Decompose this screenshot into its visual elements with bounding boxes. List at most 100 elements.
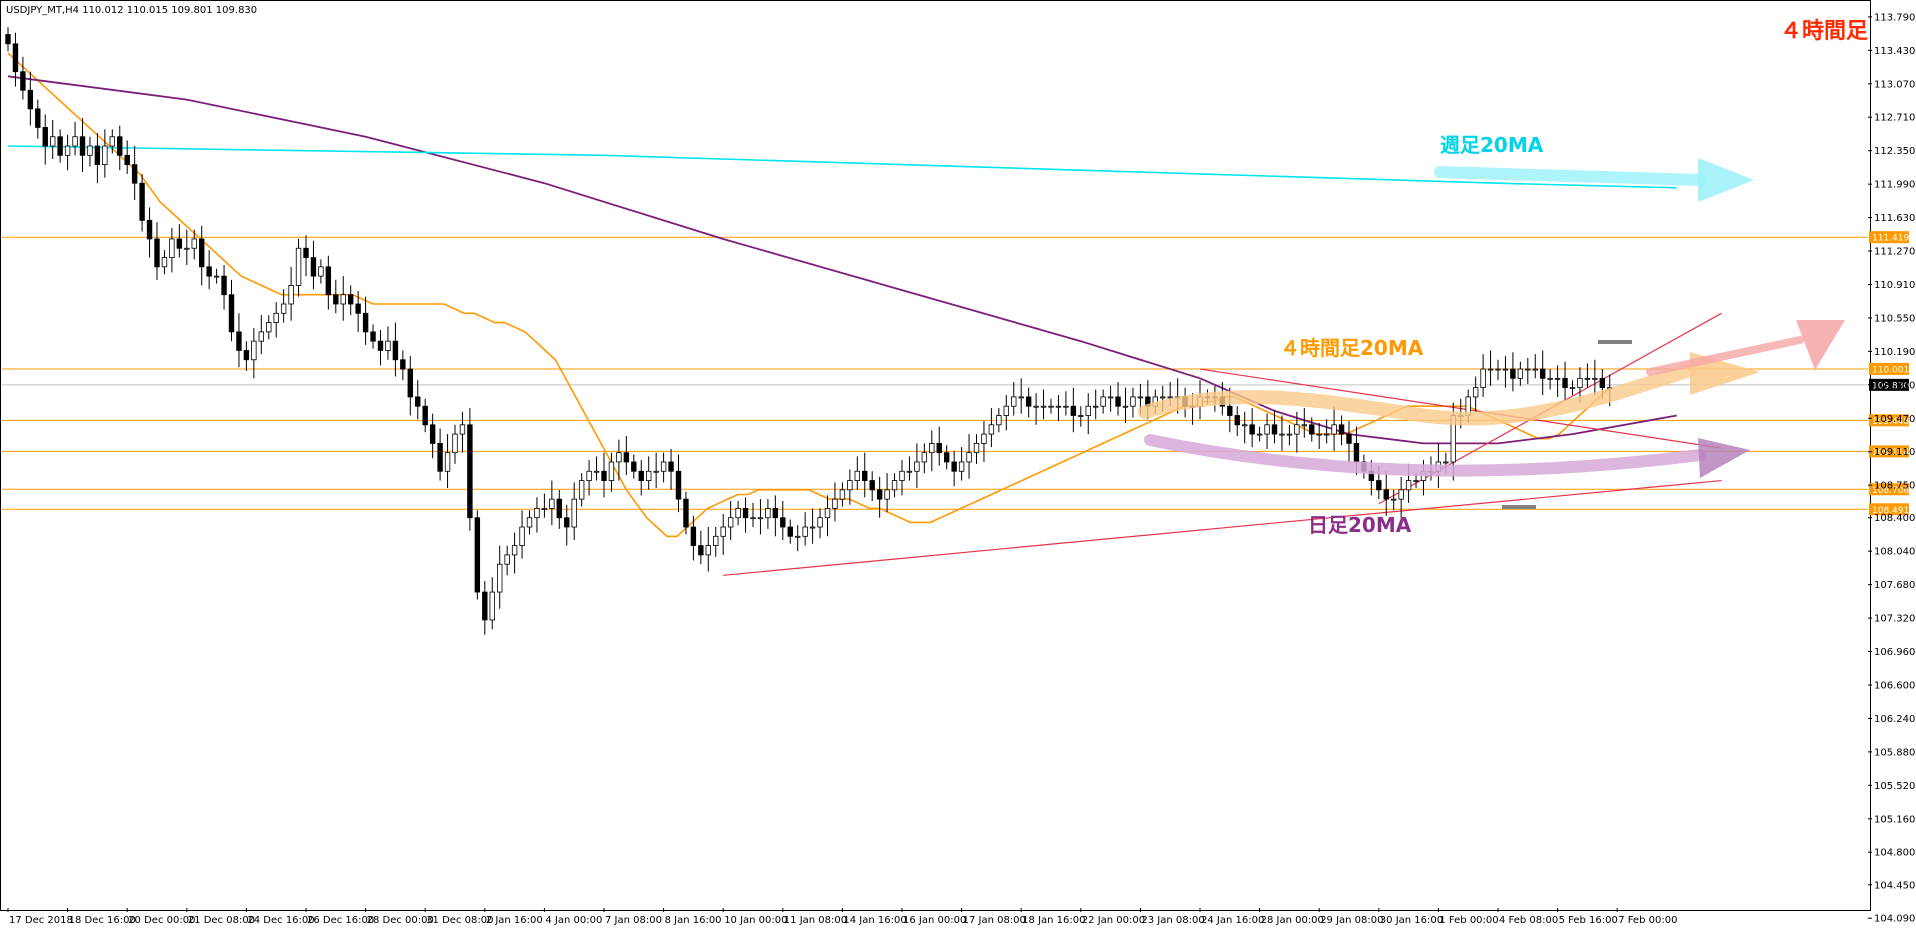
candle-body: [1547, 377, 1553, 380]
candle-body: [1391, 498, 1397, 501]
candle-body: [459, 424, 466, 435]
candle-body: [273, 312, 279, 323]
symbol-info: USDJPY_MT,H4 110.012 110.015 109.801 109…: [6, 5, 257, 16]
y-tick-label: 105.880: [1874, 747, 1915, 758]
candle-body: [1100, 396, 1106, 407]
x-tick-label: 24 Dec 16:00: [247, 915, 314, 926]
weekly-trend-arrowhead: [1698, 158, 1754, 202]
y-tick-label: 107.680: [1874, 580, 1915, 591]
candle-body: [1577, 377, 1583, 389]
y-tick-label: 112.350: [1874, 146, 1915, 157]
x-tick-label: 21 Dec 08:00: [188, 915, 255, 926]
candle-body: [1271, 424, 1278, 435]
candle-body: [415, 396, 421, 407]
candle-body: [914, 461, 920, 472]
candle-body: [921, 452, 928, 463]
candle-body: [884, 489, 890, 500]
x-tick-label: 26 Dec 16:00: [307, 915, 374, 926]
candle-body: [109, 136, 115, 147]
candle-body: [191, 238, 197, 249]
candle-body: [1115, 396, 1121, 407]
candle-body: [891, 480, 898, 491]
candle-body: [42, 127, 48, 147]
candle-body: [526, 517, 533, 528]
x-tick-label: 18 Dec 16:00: [69, 915, 136, 926]
level-tag-label: 108.491: [1872, 506, 1909, 516]
candle-body: [64, 145, 71, 156]
candle-body: [12, 43, 19, 73]
candle-body: [57, 136, 63, 156]
x-tick-label: 20 Dec 00:00: [128, 915, 195, 926]
candle-body: [377, 340, 384, 351]
candle-body: [668, 461, 674, 472]
y-tick-label: 108.750: [1874, 481, 1915, 492]
x-tick-label: 23 Jan 08:00: [1141, 915, 1204, 926]
marker-dash: [1502, 505, 1536, 509]
candle-body: [280, 303, 287, 314]
candle-body: [832, 498, 838, 509]
candle-body: [1487, 368, 1494, 371]
daily-ma-label: 日足20MA: [1308, 513, 1412, 537]
candle-body: [1003, 405, 1009, 416]
y-tick-label: 105.160: [1874, 814, 1915, 825]
level-tag-label: 108.706: [1872, 486, 1909, 496]
candle-body: [1011, 396, 1017, 407]
candle-body: [862, 470, 868, 481]
candle-body: [184, 247, 190, 250]
y-tick-label: 110.550: [1874, 313, 1915, 324]
candle-body: [347, 294, 354, 305]
candle-body: [370, 331, 376, 342]
x-tick-label: 14 Jan 16:00: [843, 915, 906, 926]
y-tick-label: 112.710: [1874, 113, 1915, 124]
x-tick-label: 28 Dec 00:00: [367, 915, 434, 926]
candle-body: [1532, 368, 1538, 371]
candle-body: [1309, 424, 1315, 435]
candle-body: [400, 359, 406, 370]
candle-body: [1137, 396, 1144, 399]
candle-body: [713, 535, 719, 546]
candle-body: [757, 517, 764, 520]
candle-body: [362, 312, 369, 333]
candle-body: [176, 238, 183, 249]
x-tick-label: 7 Feb 00:00: [1618, 915, 1677, 926]
candle-body: [1502, 368, 1509, 371]
candle-body: [742, 508, 749, 519]
candle-body: [169, 238, 175, 258]
candle-body: [139, 182, 145, 221]
candle-body: [1353, 442, 1360, 463]
candle-body: [504, 554, 510, 565]
candle-body: [228, 294, 235, 333]
candle-body: [1234, 415, 1240, 426]
candle-body: [698, 545, 704, 556]
candle-body: [1472, 387, 1479, 398]
candle-body: [623, 452, 630, 463]
level-tag: [1869, 414, 1909, 427]
weekly-trend-arrow: [1434, 166, 1706, 186]
x-tick-label: 5 Feb 16:00: [1559, 915, 1618, 926]
candle-body: [571, 498, 577, 528]
weekly-ma-label: 週足20MA: [1440, 133, 1544, 157]
candle-body: [318, 266, 324, 277]
candle-body: [1033, 405, 1039, 408]
x-tick-label: 22 Jan 00:00: [1082, 915, 1145, 926]
candle-body: [519, 526, 525, 546]
candle-body: [1510, 368, 1516, 379]
candle-body: [1443, 461, 1449, 464]
candle-body: [1562, 377, 1568, 389]
candle-body: [616, 452, 622, 463]
candle-body: [437, 442, 443, 472]
candle-body: [333, 294, 339, 305]
candle-body: [824, 508, 831, 519]
candle-body: [198, 238, 205, 268]
candle-body: [221, 275, 227, 296]
x-tick-label: 8 Jan 16:00: [665, 915, 722, 926]
candle-body: [407, 368, 413, 398]
candle-body: [578, 480, 585, 500]
candle-body: [675, 470, 682, 500]
x-tick-label: 28 Jan 00:00: [1261, 915, 1324, 926]
candle-body: [243, 350, 250, 361]
x-tick-label: 17 Jan 08:00: [963, 915, 1026, 926]
candle-body: [295, 247, 302, 286]
y-tick-label: 106.960: [1874, 647, 1915, 658]
candle-body: [288, 285, 294, 305]
